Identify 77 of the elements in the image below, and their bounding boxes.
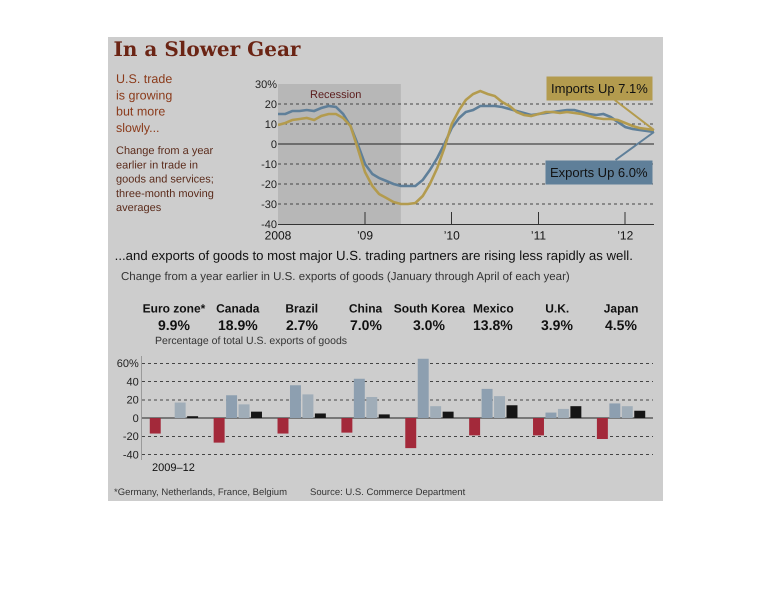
x-tick-label: ’10 bbox=[444, 228, 460, 242]
text: 2009–12 bbox=[152, 462, 195, 474]
bar bbox=[545, 412, 556, 418]
text: 4.5% bbox=[605, 317, 638, 333]
bar bbox=[442, 412, 454, 418]
text: Percentage of total U.S. exports of goods bbox=[155, 335, 348, 347]
x-tick-label: Canada bbox=[216, 302, 260, 316]
bar bbox=[405, 418, 416, 448]
x-tick-label: Brazil bbox=[285, 302, 318, 316]
annotation: Exports Up 6.0% bbox=[550, 165, 648, 180]
y-tick-label: -20 bbox=[122, 431, 139, 444]
chart-title: ...and exports of goods to most major U.S. trading partners are rising less rapidly as well. bbox=[114, 248, 633, 264]
bar bbox=[278, 418, 288, 434]
y-tick-label: 20 bbox=[126, 394, 139, 407]
text: 3.0% bbox=[413, 317, 446, 333]
bar bbox=[290, 385, 301, 418]
text: 13.8% bbox=[473, 317, 514, 333]
bar bbox=[558, 408, 569, 418]
y-tick-label: 0 bbox=[132, 412, 139, 425]
bar bbox=[596, 418, 608, 440]
x-tick-label: Euro zone* bbox=[142, 302, 206, 316]
x-tick-label: South Korea bbox=[394, 302, 466, 316]
annotation: Imports Up 7.1% bbox=[551, 81, 648, 96]
y-tick-label: 40 bbox=[126, 376, 139, 388]
x-tick-label: ’09 bbox=[356, 228, 374, 242]
bar bbox=[609, 403, 620, 418]
y-tick-label: -10 bbox=[261, 158, 277, 171]
bar bbox=[302, 394, 314, 418]
text: 7.0% bbox=[350, 317, 382, 333]
bar bbox=[570, 406, 582, 418]
bar bbox=[378, 414, 390, 418]
x-tick-label: ’11 bbox=[530, 228, 546, 242]
bar bbox=[314, 413, 326, 418]
y-tick-label: 10 bbox=[264, 118, 277, 131]
bar bbox=[430, 406, 442, 418]
text: 2.7% bbox=[286, 317, 318, 333]
text: Change from a year earlier in trade in goods and services; three-month moving averages bbox=[116, 145, 214, 214]
bar bbox=[366, 397, 378, 418]
bar bbox=[226, 395, 238, 418]
text: 3.9% bbox=[541, 317, 574, 333]
y-tick-label: 30% bbox=[254, 78, 278, 91]
bar bbox=[418, 358, 429, 418]
bar bbox=[506, 405, 518, 418]
bar bbox=[634, 410, 646, 418]
y-tick-label: -40 bbox=[122, 449, 139, 462]
bar bbox=[533, 418, 544, 436]
source-note: Source: U.S. Commerce Department bbox=[310, 487, 466, 498]
bar bbox=[494, 396, 506, 418]
bar bbox=[341, 418, 352, 433]
band-label: Recession bbox=[310, 89, 362, 101]
bar bbox=[174, 402, 186, 418]
text: U.S. trade is growing but more slowly... bbox=[116, 72, 172, 135]
chart-title: In a Slower Gear bbox=[114, 37, 301, 61]
x-tick-label: Mexico bbox=[472, 302, 514, 316]
y-tick-label: -20 bbox=[261, 178, 277, 191]
bar bbox=[150, 418, 161, 434]
bar bbox=[354, 378, 365, 418]
x-tick-label: ’12 bbox=[617, 228, 634, 242]
bar bbox=[251, 412, 262, 418]
bar bbox=[482, 388, 493, 418]
bar bbox=[622, 406, 633, 418]
text: 18.9% bbox=[218, 317, 258, 333]
bar bbox=[469, 418, 480, 436]
y-tick-label: 0 bbox=[270, 138, 277, 151]
y-tick-label: -40 bbox=[261, 218, 277, 231]
y-tick-label: -30 bbox=[261, 198, 277, 211]
y-tick-label: 60% bbox=[116, 358, 140, 370]
x-tick-label: 2008 bbox=[264, 228, 292, 242]
text: *Germany, Netherlands, France, Belgium bbox=[114, 487, 288, 498]
bar bbox=[238, 404, 250, 418]
x-tick-label: China bbox=[348, 302, 383, 316]
y-tick-label: 20 bbox=[264, 98, 277, 111]
x-tick-label: U.K. bbox=[545, 302, 570, 316]
bar bbox=[214, 418, 225, 443]
text: 9.9% bbox=[158, 317, 190, 333]
chart-subtitle: Change from a year earlier in U.S. exports of goods (January through April of each year) bbox=[121, 271, 570, 283]
x-tick-label: Japan bbox=[604, 302, 638, 316]
